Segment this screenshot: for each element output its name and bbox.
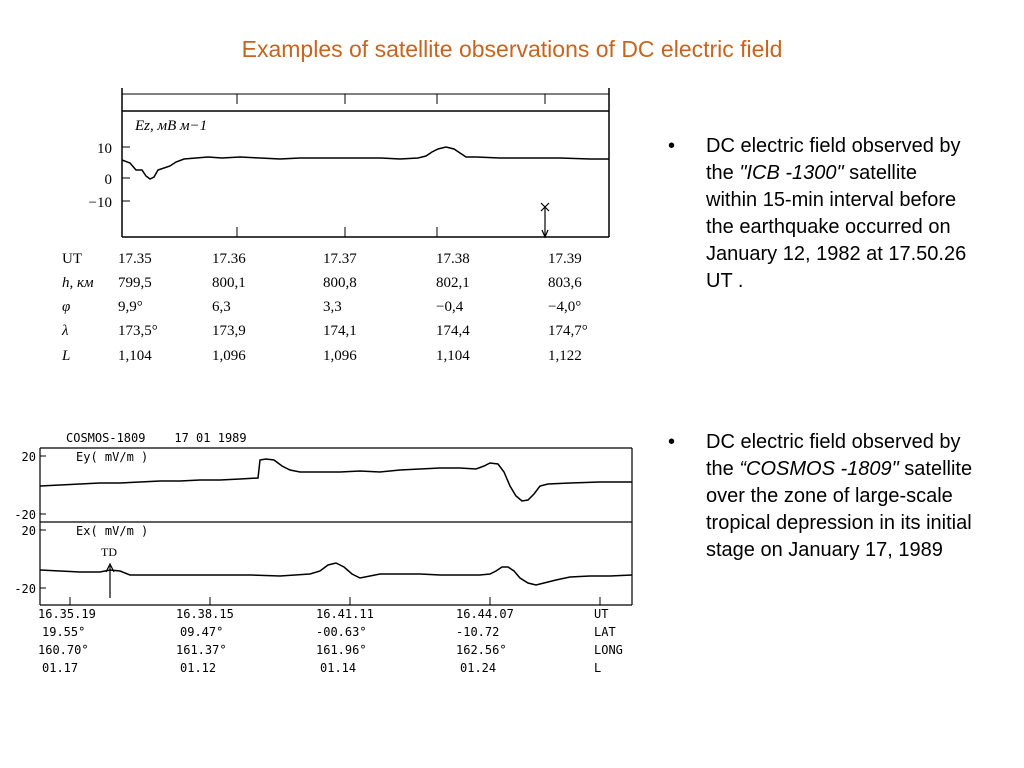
figure2-row-label: UT <box>594 607 608 621</box>
figure2-ytick: 20 <box>22 450 36 464</box>
bullet-icb-1300: • DC electric field observed by the "ICB… <box>668 133 973 295</box>
figure1-cell: 174,1 <box>323 323 357 339</box>
figure2-cell: 01.24 <box>460 661 496 675</box>
figure1-cell: 6,3 <box>212 299 231 315</box>
bullet-text-post: satellite over the zone of large-scale t… <box>706 458 973 561</box>
figure2-header: COSMOS-1809 17 01 1989 <box>66 431 247 445</box>
bullet-cosmos-1809: • DC electric field observed by the “COS… <box>668 429 973 564</box>
figure2-cell: 09.47° <box>180 625 223 639</box>
figure2-cell: 01.12 <box>180 661 216 675</box>
figure2-ytick: 20 <box>22 524 36 538</box>
figure1-y-ticks: 10 0 −10 <box>89 141 112 211</box>
figure2-cell: 16.41.11 <box>316 607 374 621</box>
figure2-cell: 161.96° <box>316 643 367 657</box>
slide-title: Examples of satellite observations of DC… <box>241 36 783 62</box>
figure1-cell: 9,9° <box>118 299 143 315</box>
figure1-ytick: 0 <box>105 172 113 188</box>
figure2-cell: -00.63° <box>316 625 367 639</box>
figure2-cell: -10.72 <box>456 625 499 639</box>
figure1-cell: 1,104 <box>118 348 152 364</box>
figure2-ytick: -20 <box>14 582 36 596</box>
figure1-cell: 802,1 <box>436 275 470 291</box>
figure1-cell: 799,5 <box>118 275 152 291</box>
figure1-row-label: λ <box>61 323 69 339</box>
figure1-row-label: L <box>61 348 70 364</box>
figure1-ytick: 10 <box>97 141 112 157</box>
figure1-plot-label: Ez, мВ м−1 <box>134 118 207 134</box>
figure2-panel2-label: Ex( mV/m ) <box>76 524 148 538</box>
figure1-cell: −4,0° <box>548 299 581 315</box>
bullet-dot-icon: • <box>668 431 676 453</box>
figure2-cell: 16.44.07 <box>456 607 514 621</box>
figure1-ytick: −10 <box>89 195 112 211</box>
figure1-cell: −0,4 <box>436 299 464 315</box>
figure1-row-label: φ <box>62 299 70 315</box>
figure1-cell: 1,104 <box>436 348 470 364</box>
figure2-plot <box>39 447 633 606</box>
figure1-cell: 800,8 <box>323 275 357 291</box>
figure1-cell: 17.36 <box>212 251 246 267</box>
figure1-cell: 17.37 <box>323 251 357 267</box>
figure2-cell: 161.37° <box>176 643 227 657</box>
figure1-cell: 1,096 <box>212 348 246 364</box>
figure1-cell: 174,7° <box>548 323 588 339</box>
figure2-cell: 01.14 <box>320 661 356 675</box>
figure1-cell: 1,096 <box>323 348 357 364</box>
figure2-cell: 01.17 <box>42 661 78 675</box>
figure2-cell: 16.35.19 <box>38 607 96 621</box>
figure1-row-label: UT <box>62 251 82 267</box>
figure1-cell: 17.35 <box>118 251 152 267</box>
figure1-row-label: h, км <box>62 275 94 291</box>
bullet-text-pre: DC electric field observed by the <box>706 135 961 184</box>
figure2-td-marker-label: TD <box>101 545 117 559</box>
figure2-cell: 16.38.15 <box>176 607 234 621</box>
figure2-row-label: L <box>594 661 601 675</box>
figure1-cell: 174,4 <box>436 323 470 339</box>
figure1-cell: 173,9 <box>212 323 246 339</box>
figure2-y-ticks: 20 -20 20 -20 <box>14 450 36 596</box>
bullet-dot-icon: • <box>668 135 676 157</box>
figure2-row-label: LONG <box>594 643 623 657</box>
figure1-table: UT h, км φ λ L 17.35 799,5 9,9° 173,5° 1… <box>61 251 588 364</box>
figure2-table: 16.35.19 19.55° 160.70° 01.17 16.38.15 0… <box>38 607 623 675</box>
figure1-cell: 17.38 <box>436 251 470 267</box>
figure1-cell: 800,1 <box>212 275 246 291</box>
figure2-cell: 19.55° <box>42 625 85 639</box>
bullet-satellite-name: "ICB -1300" <box>739 162 844 184</box>
figure1-cell: 1,122 <box>548 348 582 364</box>
figure1-plot <box>121 88 610 239</box>
bullet-text-pre: DC electric field observed by the <box>706 431 961 480</box>
figure2-panel1-label: Ey( mV/m ) <box>76 450 148 464</box>
figure2-cell: 160.70° <box>38 643 89 657</box>
figure1-cell: 3,3 <box>323 299 342 315</box>
figure2-ytick: -20 <box>14 508 36 522</box>
figure2-row-label: LAT <box>594 625 616 639</box>
figure1-cell: 803,6 <box>548 275 582 291</box>
figure2-cell: 162.56° <box>456 643 507 657</box>
figure1-cell: 173,5° <box>118 323 158 339</box>
bullet-text-post: satellite within 15-min interval before … <box>706 162 967 292</box>
bullet-satellite-name: “COSMOS -1809" <box>739 458 899 480</box>
figure1-cell: 17.39 <box>548 251 582 267</box>
